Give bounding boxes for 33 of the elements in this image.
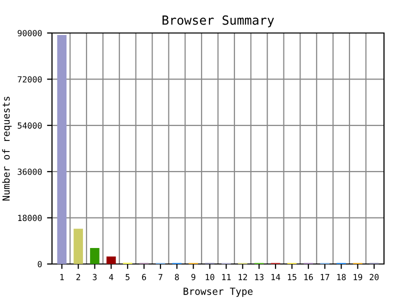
x-tick-label: 12 [238,274,247,280]
x-tick-label: 2 [76,274,80,280]
x-tick-label: 18 [337,274,346,280]
y-axis-title: Number of requests [2,96,12,201]
x-tick-label: 5 [126,274,130,280]
x-tick-label: 14 [272,274,280,280]
bar [74,228,83,264]
x-tick-label: 10 [206,274,214,280]
x-tick-label: 8 [174,274,179,280]
x-tick-label: 7 [158,274,162,280]
y-tick-label: 0 [38,261,42,268]
x-tick-label: 6 [142,274,146,280]
x-tick-label: 17 [320,274,330,280]
x-tick-label: 16 [304,274,313,280]
x-tick-label: 3 [92,274,97,280]
x-tick-label: 1 [60,274,64,280]
y-tick-label: 90000 [18,30,42,36]
x-tick-label: 19 [354,274,362,280]
x-tick-label: 15 [288,274,296,280]
x-tick-label: 4 [109,274,114,280]
x-tick-label: 11 [222,274,231,280]
y-tick-label: 54000 [18,122,42,129]
y-tick-label: 36000 [18,168,42,175]
x-tick-label: 9 [191,274,196,280]
x-tick-label: 13 [255,274,264,280]
y-tick-label: 72000 [18,76,42,83]
bar [106,256,116,264]
x-axis-title: Browser Type [184,288,253,297]
x-tick-label: 20 [370,274,379,280]
y-tick-label: 18000 [18,214,42,222]
bar [90,248,100,264]
bar [57,35,67,264]
chart-title: Browser Summary [162,15,274,28]
